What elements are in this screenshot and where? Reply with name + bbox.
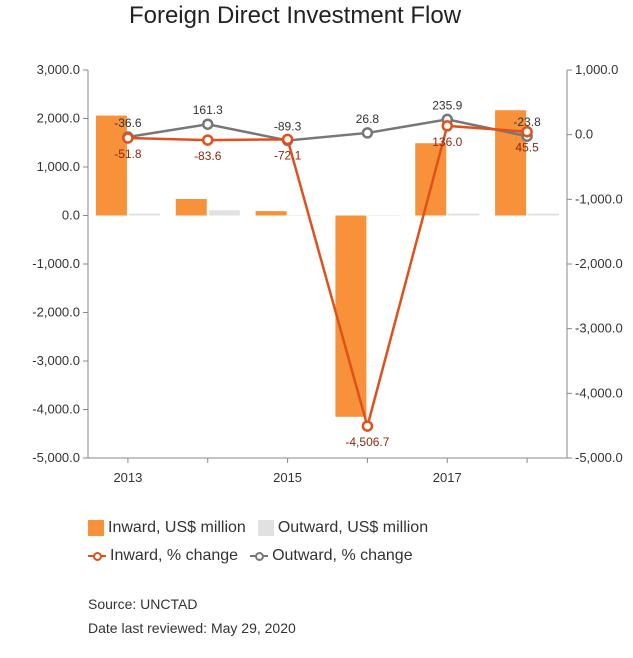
- bar-inward: [175, 199, 207, 216]
- bar-inward: [335, 215, 367, 417]
- y-right-tick-label: -2,000.0: [575, 256, 623, 271]
- data-label-outward-change: 235.9: [432, 98, 462, 112]
- point-inward-change: [202, 134, 214, 146]
- point-inward-change: [441, 120, 453, 132]
- y-right-tick-label: -1,000.0: [575, 191, 623, 206]
- data-label-inward-change: -83.6: [194, 149, 222, 163]
- line-outward-change: [127, 118, 528, 142]
- bar-inward: [495, 110, 527, 216]
- source-note: Source: UNCTAD: [88, 596, 198, 612]
- bar-outward: [208, 210, 240, 216]
- data-label-inward-change: -4,506.7: [345, 435, 389, 449]
- point-outward-change: [361, 127, 374, 139]
- legend-label-outward-line: Outward, % change: [272, 547, 413, 564]
- y-left-tick-label: -2,000.0: [32, 305, 80, 320]
- data-label-inward-change: 136.0: [432, 135, 462, 149]
- bar-inward: [415, 143, 447, 216]
- x-tick-label: 2015: [273, 470, 302, 485]
- legend-item-outward-bar[interactable]: Outward, US$ million: [257, 519, 429, 537]
- y-right-tick-label: -4,000.0: [575, 385, 623, 400]
- legend-label-inward-bar: Inward, US$ million: [108, 519, 246, 536]
- x-tick-label: 2017: [433, 470, 462, 485]
- y-right-tick-label: -5,000.0: [575, 450, 623, 465]
- data-label-inward-change: -72.1: [274, 148, 302, 162]
- legend-swatch-inward-bar: [88, 520, 104, 536]
- legend-item-inward-bar[interactable]: Inward, US$ million: [88, 519, 246, 537]
- legend: Inward, US$ million Outward, US$ million…: [88, 514, 440, 570]
- data-label-outward-change: -89.3: [274, 119, 302, 133]
- y-left-tick-label: -5,000.0: [32, 450, 80, 465]
- date-reviewed-note: Date last reviewed: May 29, 2020: [88, 620, 296, 636]
- data-label-inward-change: -51.8: [114, 147, 142, 161]
- y-left-tick-label: 2,000.0: [37, 111, 80, 126]
- y-left-tick-label: 3,000.0: [37, 62, 80, 77]
- bar-inward: [95, 115, 127, 216]
- y-left-tick-label: 0.0: [62, 208, 80, 223]
- notes: Source: UNCTAD Date last reviewed: May 2…: [88, 592, 296, 640]
- y-right-tick-label: 0.0: [575, 127, 593, 142]
- bar-outward: [528, 213, 560, 216]
- point-inward-change: [281, 133, 294, 146]
- y-left-tick-label: -4,000.0: [32, 402, 80, 417]
- line-inward-change: [127, 124, 528, 431]
- legend-swatch-outward-line: [250, 548, 269, 564]
- y-left-tick-label: -1,000.0: [32, 256, 80, 271]
- chart: 3,000.0 2,000.0 1,000.0 0.0 -1,000.0 -2,000.0…: [32, 62, 622, 485]
- bar-outward: [288, 215, 320, 216]
- lines: [122, 113, 533, 432]
- point-inward-change: [521, 125, 533, 138]
- data-label-outward-change: 26.8: [356, 112, 380, 126]
- legend-label-outward-bar: Outward, US$ million: [277, 519, 429, 536]
- legend-label-inward-line: Inward, % change: [110, 547, 239, 564]
- axes: 3,000.0 2,000.0 1,000.0 0.0 -1,000.0 -2,000.0…: [32, 62, 622, 485]
- bar-outward: [368, 215, 400, 216]
- bar-outward: [128, 213, 160, 216]
- data-label-outward-change: -36.6: [114, 116, 142, 130]
- point-inward-change: [122, 132, 134, 144]
- legend-swatch-inward-line: [88, 548, 106, 564]
- legend-swatch-outward-bar: [257, 520, 274, 536]
- y-left-tick-label: -3,000.0: [32, 353, 80, 368]
- y-right-tick-label: 1,000.0: [575, 62, 618, 77]
- data-label-outward-change: -23.8: [513, 115, 541, 129]
- chart-title: Foreign Direct Investment Flow: [128, 2, 462, 29]
- bar-outward: [448, 213, 480, 216]
- data-label-outward-change: 161.3: [193, 103, 223, 117]
- legend-item-outward-line[interactable]: Outward, % change: [250, 547, 413, 565]
- bar-inward: [255, 211, 287, 216]
- data-label-inward-change: 45.5: [515, 141, 539, 155]
- x-tick-label: 2013: [113, 470, 142, 485]
- point-inward-change: [361, 420, 374, 432]
- bars: [95, 110, 560, 417]
- y-left-tick-label: 1,000.0: [37, 159, 80, 174]
- y-right-tick-label: -3,000.0: [575, 321, 623, 336]
- data-labels: -36.6 161.3 -89.3 26.8 235.9 -23.8 -51.8 -83.6 -…: [114, 98, 541, 449]
- legend-item-inward-line[interactable]: Inward, % change: [88, 547, 238, 565]
- point-outward-change: [202, 118, 214, 130]
